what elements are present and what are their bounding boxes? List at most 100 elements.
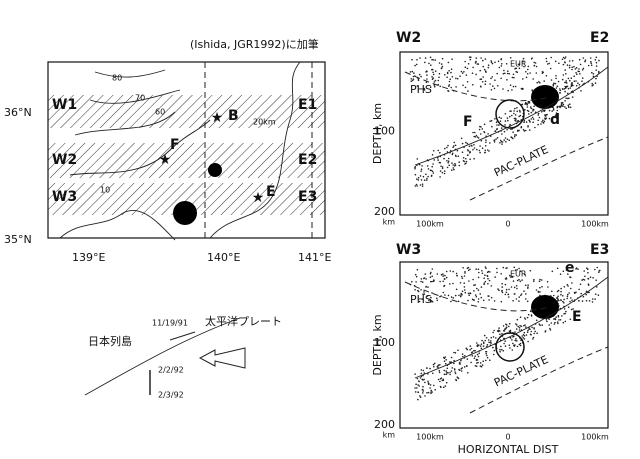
- hypocenter: [508, 322, 511, 325]
- hypocenter: [582, 57, 585, 59]
- hypocenter: [493, 329, 495, 332]
- hypocenter: [504, 124, 506, 126]
- hypocenter: [500, 127, 503, 129]
- hypocenter: [519, 114, 522, 117]
- hypocenter: [589, 276, 592, 279]
- hypocenter: [526, 316, 529, 319]
- hypocenter: [423, 89, 426, 91]
- plate-arrow: [198, 347, 246, 369]
- hypocenter: [519, 324, 521, 327]
- hypocenter: [491, 125, 493, 128]
- hypocenter: [558, 319, 560, 321]
- hypocenter: [524, 129, 527, 132]
- hypocenter: [441, 65, 444, 68]
- hypocenter: [529, 310, 532, 313]
- hypocenter: [427, 373, 429, 375]
- hypocenter: [587, 268, 589, 271]
- hypocenter: [461, 142, 464, 145]
- hypocenter: [505, 327, 507, 330]
- hypocenter: [575, 291, 577, 294]
- hypocenter: [433, 362, 436, 365]
- hypocenter: [523, 121, 525, 123]
- hypocenter: [561, 58, 564, 61]
- hypocenter: [431, 154, 434, 156]
- hypocenter: [525, 298, 527, 300]
- hypocenter: [411, 70, 414, 73]
- hypocenter: [532, 108, 534, 111]
- hypocenter: [439, 380, 441, 383]
- hypocenter: [571, 299, 573, 302]
- event-label: E: [572, 309, 582, 325]
- hypocenter: [496, 128, 499, 130]
- event-circle: [495, 332, 525, 362]
- hypocenter: [410, 80, 413, 82]
- hypocenter: [454, 372, 457, 375]
- hypocenter: [499, 333, 501, 336]
- hypocenter: [568, 292, 570, 294]
- hypocenter: [514, 339, 516, 342]
- hypocenter: [429, 367, 431, 370]
- hypocenter: [469, 268, 471, 271]
- hypocenter: [443, 360, 446, 363]
- profile-label: E3: [298, 189, 317, 205]
- hypocenter: [420, 75, 422, 78]
- hypocenter: [470, 347, 473, 350]
- hypocenter: [432, 172, 435, 174]
- hypocenter: [490, 77, 492, 80]
- hypocenter: [482, 65, 485, 68]
- hypocenter: [520, 126, 523, 129]
- hypocenter: [493, 139, 496, 141]
- trench-line: [84, 317, 241, 396]
- hypocenter: [445, 370, 448, 372]
- hypocenter: [412, 75, 415, 78]
- hypocenter: [527, 65, 530, 68]
- hypocenter: [505, 291, 508, 294]
- hypocenter: [530, 118, 533, 120]
- hypocenter: [514, 344, 516, 346]
- hypocenter: [574, 292, 576, 295]
- hypocenter: [528, 129, 531, 131]
- hypocenter: [485, 352, 488, 355]
- hypocenter: [564, 69, 566, 71]
- hypocenter: [464, 66, 467, 68]
- hypocenter: [461, 277, 464, 280]
- hypocenter: [523, 119, 526, 122]
- hypocenter: [432, 71, 434, 74]
- hypocenter: [546, 320, 548, 323]
- hypocenter: [582, 278, 584, 281]
- hypocenter: [595, 69, 597, 71]
- hypocenter: [479, 78, 482, 80]
- hypocenter: [556, 296, 558, 299]
- hypocenter: [551, 290, 553, 293]
- hypocenter: [487, 339, 490, 341]
- hypocenter: [485, 350, 487, 353]
- hypocenter: [587, 278, 590, 280]
- hypocenter: [493, 87, 496, 90]
- hypocenter: [575, 67, 578, 69]
- hypocenter: [470, 351, 473, 354]
- hypocenter: [577, 70, 579, 73]
- hypocenter: [583, 279, 586, 281]
- hypocenter: [479, 345, 482, 347]
- hypocenter: [537, 123, 539, 126]
- sketch-label: 日本列島: [88, 334, 132, 348]
- hypocenter: [446, 371, 448, 374]
- y-unit: km: [383, 218, 396, 227]
- hypocenter: [477, 361, 479, 364]
- hypocenter: [488, 341, 490, 344]
- hypocenter: [411, 79, 414, 82]
- hypocenter: [550, 322, 553, 324]
- hypocenter: [418, 300, 421, 303]
- hypocenter: [455, 77, 457, 80]
- hypocenter: [570, 84, 573, 87]
- hypocenter: [440, 63, 443, 65]
- x-tick-label: 100km: [581, 220, 609, 229]
- hypocenter: [539, 324, 541, 327]
- hypocenter: [442, 273, 444, 275]
- hypocenter: [494, 118, 496, 120]
- hypocenter: [557, 314, 560, 317]
- hypocenter: [505, 277, 508, 279]
- hypocenter: [420, 170, 423, 172]
- sketch: 日本列島 太平洋プレート 11/19/91 2/2/92 2/3/92: [84, 314, 282, 400]
- hypocenter: [466, 67, 469, 70]
